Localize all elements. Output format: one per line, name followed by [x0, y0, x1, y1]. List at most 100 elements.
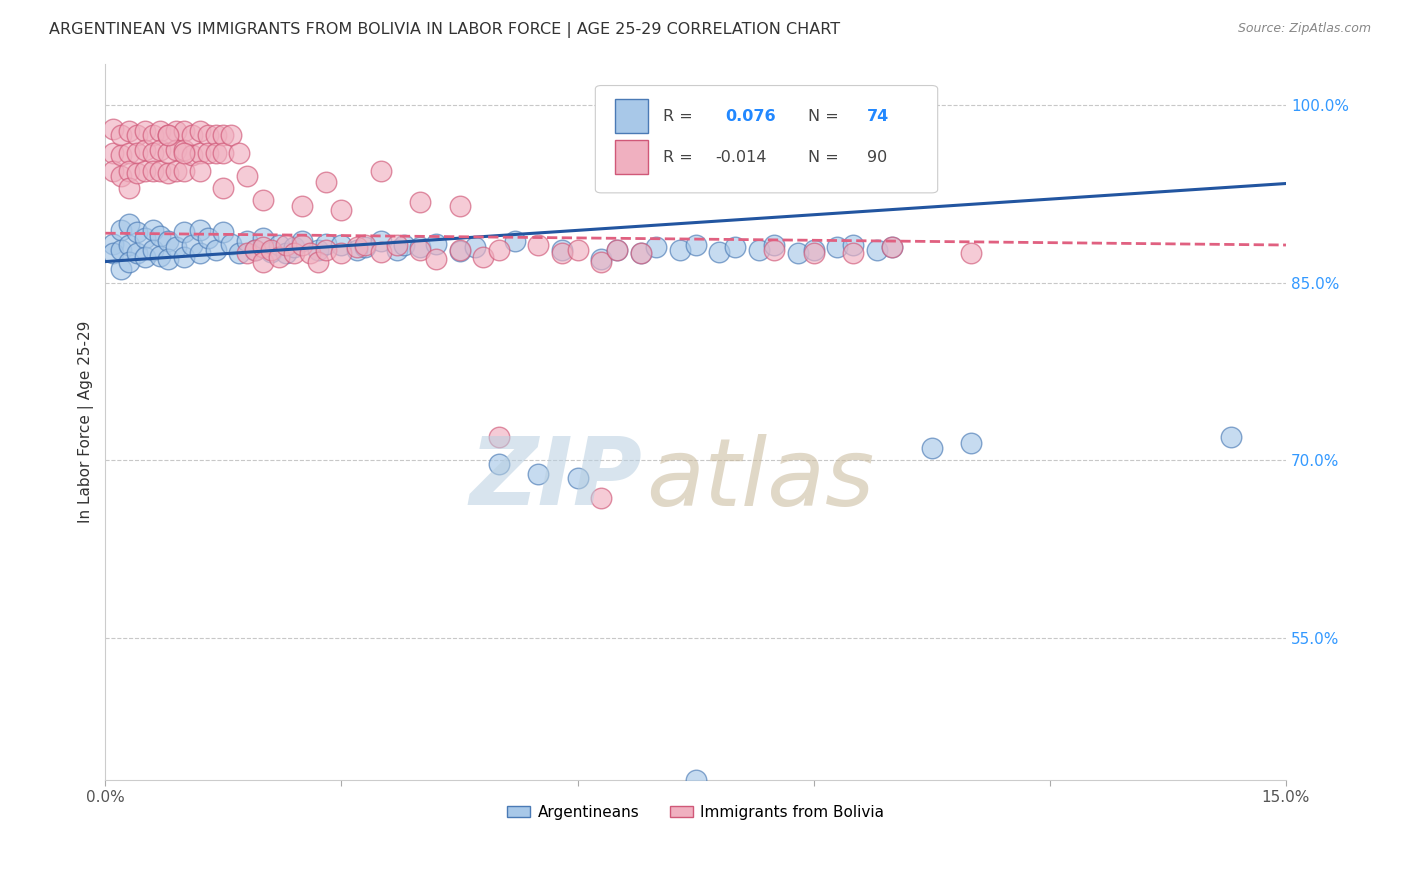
Point — [188, 124, 211, 138]
Y-axis label: In Labor Force | Age 25-29: In Labor Force | Age 25-29 — [79, 320, 94, 523]
Point — [188, 222, 211, 236]
Point — [291, 199, 314, 213]
Text: -0.014: -0.014 — [716, 150, 768, 165]
Point — [118, 145, 141, 160]
Point — [394, 238, 416, 252]
Point — [125, 128, 148, 142]
Point — [354, 240, 377, 254]
Point — [346, 243, 368, 257]
Text: 90: 90 — [868, 150, 887, 165]
Point — [307, 254, 329, 268]
Point — [866, 243, 889, 257]
FancyBboxPatch shape — [595, 86, 938, 193]
Point — [118, 217, 141, 231]
Point — [142, 128, 165, 142]
Point — [960, 435, 983, 450]
Point — [142, 243, 165, 257]
Point — [149, 249, 172, 263]
Point — [212, 225, 235, 239]
Point — [409, 195, 432, 210]
Point — [298, 246, 321, 260]
Point — [149, 124, 172, 138]
Text: ARGENTINEAN VS IMMIGRANTS FROM BOLIVIA IN LABOR FORCE | AGE 25-29 CORRELATION CH: ARGENTINEAN VS IMMIGRANTS FROM BOLIVIA I… — [49, 22, 841, 38]
Point — [685, 238, 707, 252]
Point — [591, 491, 613, 505]
Point — [118, 163, 141, 178]
Point — [125, 246, 148, 260]
Point — [409, 240, 432, 254]
Point — [103, 236, 125, 251]
Point — [346, 240, 368, 254]
Point — [103, 145, 125, 160]
Point — [157, 252, 180, 267]
Point — [228, 145, 250, 160]
Text: N =: N = — [808, 109, 838, 124]
Point — [842, 246, 865, 260]
Point — [882, 240, 904, 254]
Point — [472, 250, 495, 264]
Point — [149, 163, 172, 178]
Point — [267, 250, 290, 264]
Point — [291, 238, 314, 252]
Point — [103, 246, 125, 260]
Point — [709, 245, 731, 260]
Point — [252, 231, 274, 245]
Point — [134, 144, 156, 158]
Point — [567, 471, 589, 485]
Point — [960, 246, 983, 260]
Point — [181, 128, 204, 142]
Point — [449, 243, 471, 257]
Point — [221, 236, 243, 251]
Point — [449, 199, 471, 213]
Text: atlas: atlas — [647, 434, 875, 524]
Point — [315, 236, 337, 251]
Point — [181, 238, 204, 252]
Point — [276, 246, 298, 260]
Point — [763, 238, 786, 252]
Point — [110, 222, 132, 236]
Point — [488, 457, 510, 471]
Point — [125, 145, 148, 160]
Point — [630, 246, 652, 260]
Point — [921, 442, 943, 456]
Point — [110, 128, 132, 142]
Text: ZIP: ZIP — [470, 434, 643, 525]
Point — [330, 202, 353, 217]
Point — [142, 145, 165, 160]
Point — [252, 193, 274, 207]
Point — [173, 124, 195, 138]
Point — [188, 145, 211, 160]
Point — [165, 240, 187, 254]
Point — [149, 144, 172, 158]
Point — [551, 246, 574, 260]
Point — [803, 246, 825, 260]
Point — [173, 225, 195, 239]
Point — [173, 163, 195, 178]
Point — [110, 148, 132, 162]
Point — [165, 144, 187, 158]
Point — [118, 238, 141, 252]
Point — [125, 166, 148, 180]
Text: 74: 74 — [868, 109, 889, 124]
Point — [173, 145, 195, 160]
Point — [488, 243, 510, 257]
Point — [221, 128, 243, 142]
Point — [527, 467, 550, 482]
Point — [425, 252, 447, 267]
Text: 0.076: 0.076 — [725, 109, 776, 124]
Point — [370, 235, 392, 249]
Point — [197, 231, 219, 245]
Point — [212, 145, 235, 160]
Point — [110, 169, 132, 184]
Point — [591, 254, 613, 268]
Point — [464, 240, 486, 254]
Text: R =: R = — [662, 150, 692, 165]
Point — [173, 250, 195, 264]
Point — [283, 240, 305, 254]
Point — [157, 128, 180, 142]
Point — [503, 235, 526, 249]
Point — [204, 128, 226, 142]
Point — [165, 163, 187, 178]
Point — [236, 235, 259, 249]
Point — [188, 163, 211, 178]
